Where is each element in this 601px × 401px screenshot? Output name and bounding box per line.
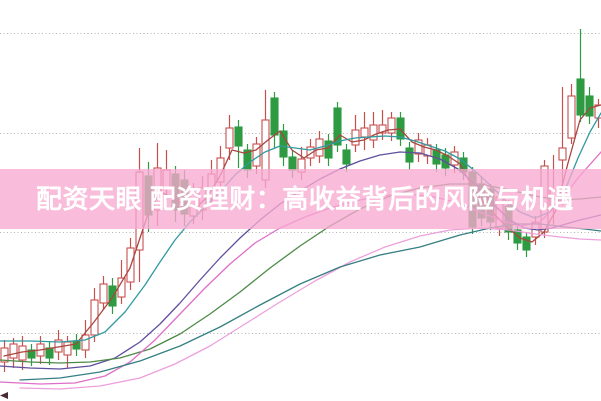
candle xyxy=(522,232,531,257)
candle xyxy=(81,320,90,358)
candle xyxy=(225,115,234,160)
candle xyxy=(405,142,414,170)
ma-fast-brown xyxy=(3,104,601,357)
up-candle-body xyxy=(63,341,72,356)
title-overlay-band: 配资天眼 配资理财：高收益背后的风险与机遇 xyxy=(0,169,601,229)
up-candle-body xyxy=(306,146,315,159)
up-candle-body xyxy=(360,127,369,138)
overlay-title: 配资天眼 配资理财：高收益背后的风险与机遇 xyxy=(36,184,574,214)
candle xyxy=(279,124,288,166)
down-candle-body xyxy=(324,140,333,159)
up-candle-body xyxy=(567,95,576,139)
down-candle-body xyxy=(333,107,342,146)
candle xyxy=(576,29,585,122)
down-candle-body xyxy=(342,149,351,165)
down-candle-body xyxy=(396,117,405,140)
candle xyxy=(360,112,369,150)
candle xyxy=(567,84,576,144)
down-candle-body xyxy=(405,147,414,163)
down-candle-body xyxy=(576,78,585,116)
up-candle-body xyxy=(378,124,387,134)
up-candle-body xyxy=(387,117,396,134)
candle xyxy=(9,338,18,368)
candle xyxy=(585,87,594,124)
down-candle-body xyxy=(522,236,531,251)
up-candle-body xyxy=(99,283,108,304)
candle xyxy=(342,144,351,172)
up-candle-body xyxy=(369,124,378,141)
down-candle-body xyxy=(585,95,594,117)
down-candle-body xyxy=(270,97,279,136)
candle xyxy=(351,115,360,152)
candle xyxy=(306,139,315,166)
down-candle-body xyxy=(279,130,288,158)
candle xyxy=(45,342,54,365)
down-candle-body xyxy=(45,347,54,359)
corner-mark xyxy=(0,392,8,399)
down-candle-body xyxy=(72,340,81,350)
candle xyxy=(369,112,378,148)
candle xyxy=(378,110,387,140)
ma-lines xyxy=(0,104,601,390)
candle xyxy=(99,276,108,310)
candle xyxy=(54,330,63,360)
up-candle-body xyxy=(558,147,567,161)
candle xyxy=(90,288,99,342)
up-candle-body xyxy=(81,334,90,351)
candle xyxy=(270,92,279,148)
candle xyxy=(234,120,243,168)
candle xyxy=(126,238,135,290)
candle xyxy=(423,138,432,164)
candle xyxy=(333,102,342,152)
up-candle-body xyxy=(414,139,423,155)
down-candle-body xyxy=(234,126,243,147)
ma-pale-pink xyxy=(19,227,601,390)
candle xyxy=(72,334,81,356)
candle xyxy=(324,134,333,166)
up-candle-body xyxy=(225,127,234,149)
gridlines xyxy=(0,33,601,334)
down-candle-body xyxy=(27,349,36,359)
candle xyxy=(414,133,423,162)
up-candle-body xyxy=(9,343,18,359)
